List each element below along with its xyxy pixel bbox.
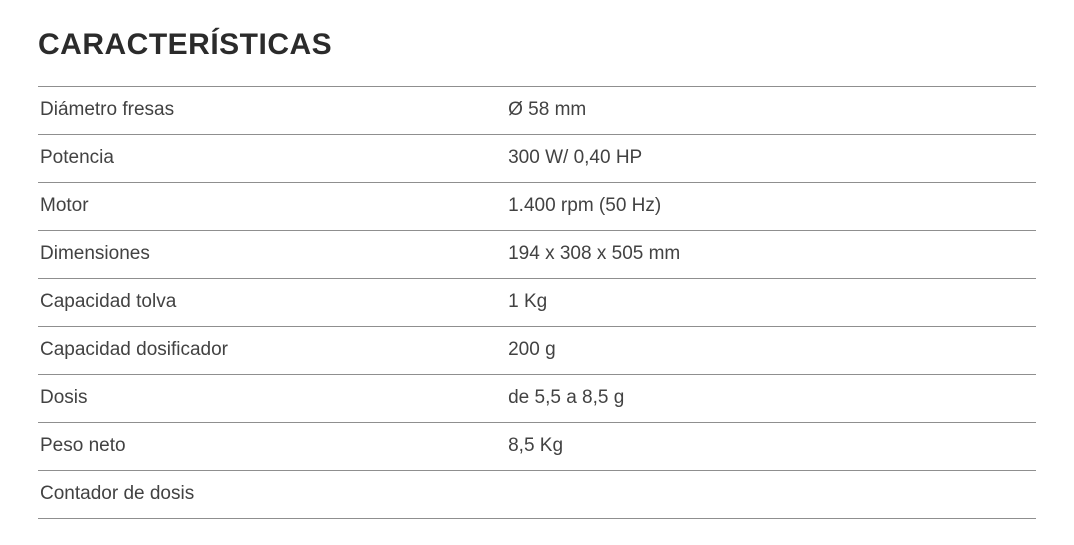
spec-value: de 5,5 a 8,5 g	[508, 375, 1036, 423]
spec-value: 8,5 Kg	[508, 423, 1036, 471]
table-row: Motor1.400 rpm (50 Hz)	[38, 183, 1036, 231]
spec-value	[508, 471, 1036, 519]
section-title: CARACTERÍSTICAS	[38, 28, 1036, 62]
table-row: Diámetro fresasØ 58 mm	[38, 87, 1036, 135]
spec-label: Motor	[38, 183, 508, 231]
spec-label: Dimensiones	[38, 231, 508, 279]
table-row: Dimensiones194 x 308 x 505 mm	[38, 231, 1036, 279]
spec-value: 1 Kg	[508, 279, 1036, 327]
spec-label: Diámetro fresas	[38, 87, 508, 135]
table-row: Contador de dosis	[38, 471, 1036, 519]
spec-label: Capacidad dosificador	[38, 327, 508, 375]
table-row: Capacidad dosificador200 g	[38, 327, 1036, 375]
table-row: Peso neto8,5 Kg	[38, 423, 1036, 471]
spec-label: Capacidad tolva	[38, 279, 508, 327]
table-row: Dosisde 5,5 a 8,5 g	[38, 375, 1036, 423]
spec-label: Contador de dosis	[38, 471, 508, 519]
spec-value: 300 W/ 0,40 HP	[508, 135, 1036, 183]
spec-table: Diámetro fresasØ 58 mmPotencia300 W/ 0,4…	[38, 86, 1036, 519]
spec-label: Potencia	[38, 135, 508, 183]
spec-value: Ø 58 mm	[508, 87, 1036, 135]
spec-value: 194 x 308 x 505 mm	[508, 231, 1036, 279]
spec-label: Peso neto	[38, 423, 508, 471]
spec-label: Dosis	[38, 375, 508, 423]
spec-value: 1.400 rpm (50 Hz)	[508, 183, 1036, 231]
spec-value: 200 g	[508, 327, 1036, 375]
table-row: Capacidad tolva1 Kg	[38, 279, 1036, 327]
table-row: Potencia300 W/ 0,40 HP	[38, 135, 1036, 183]
page: CARACTERÍSTICAS Diámetro fresasØ 58 mmPo…	[0, 0, 1074, 519]
